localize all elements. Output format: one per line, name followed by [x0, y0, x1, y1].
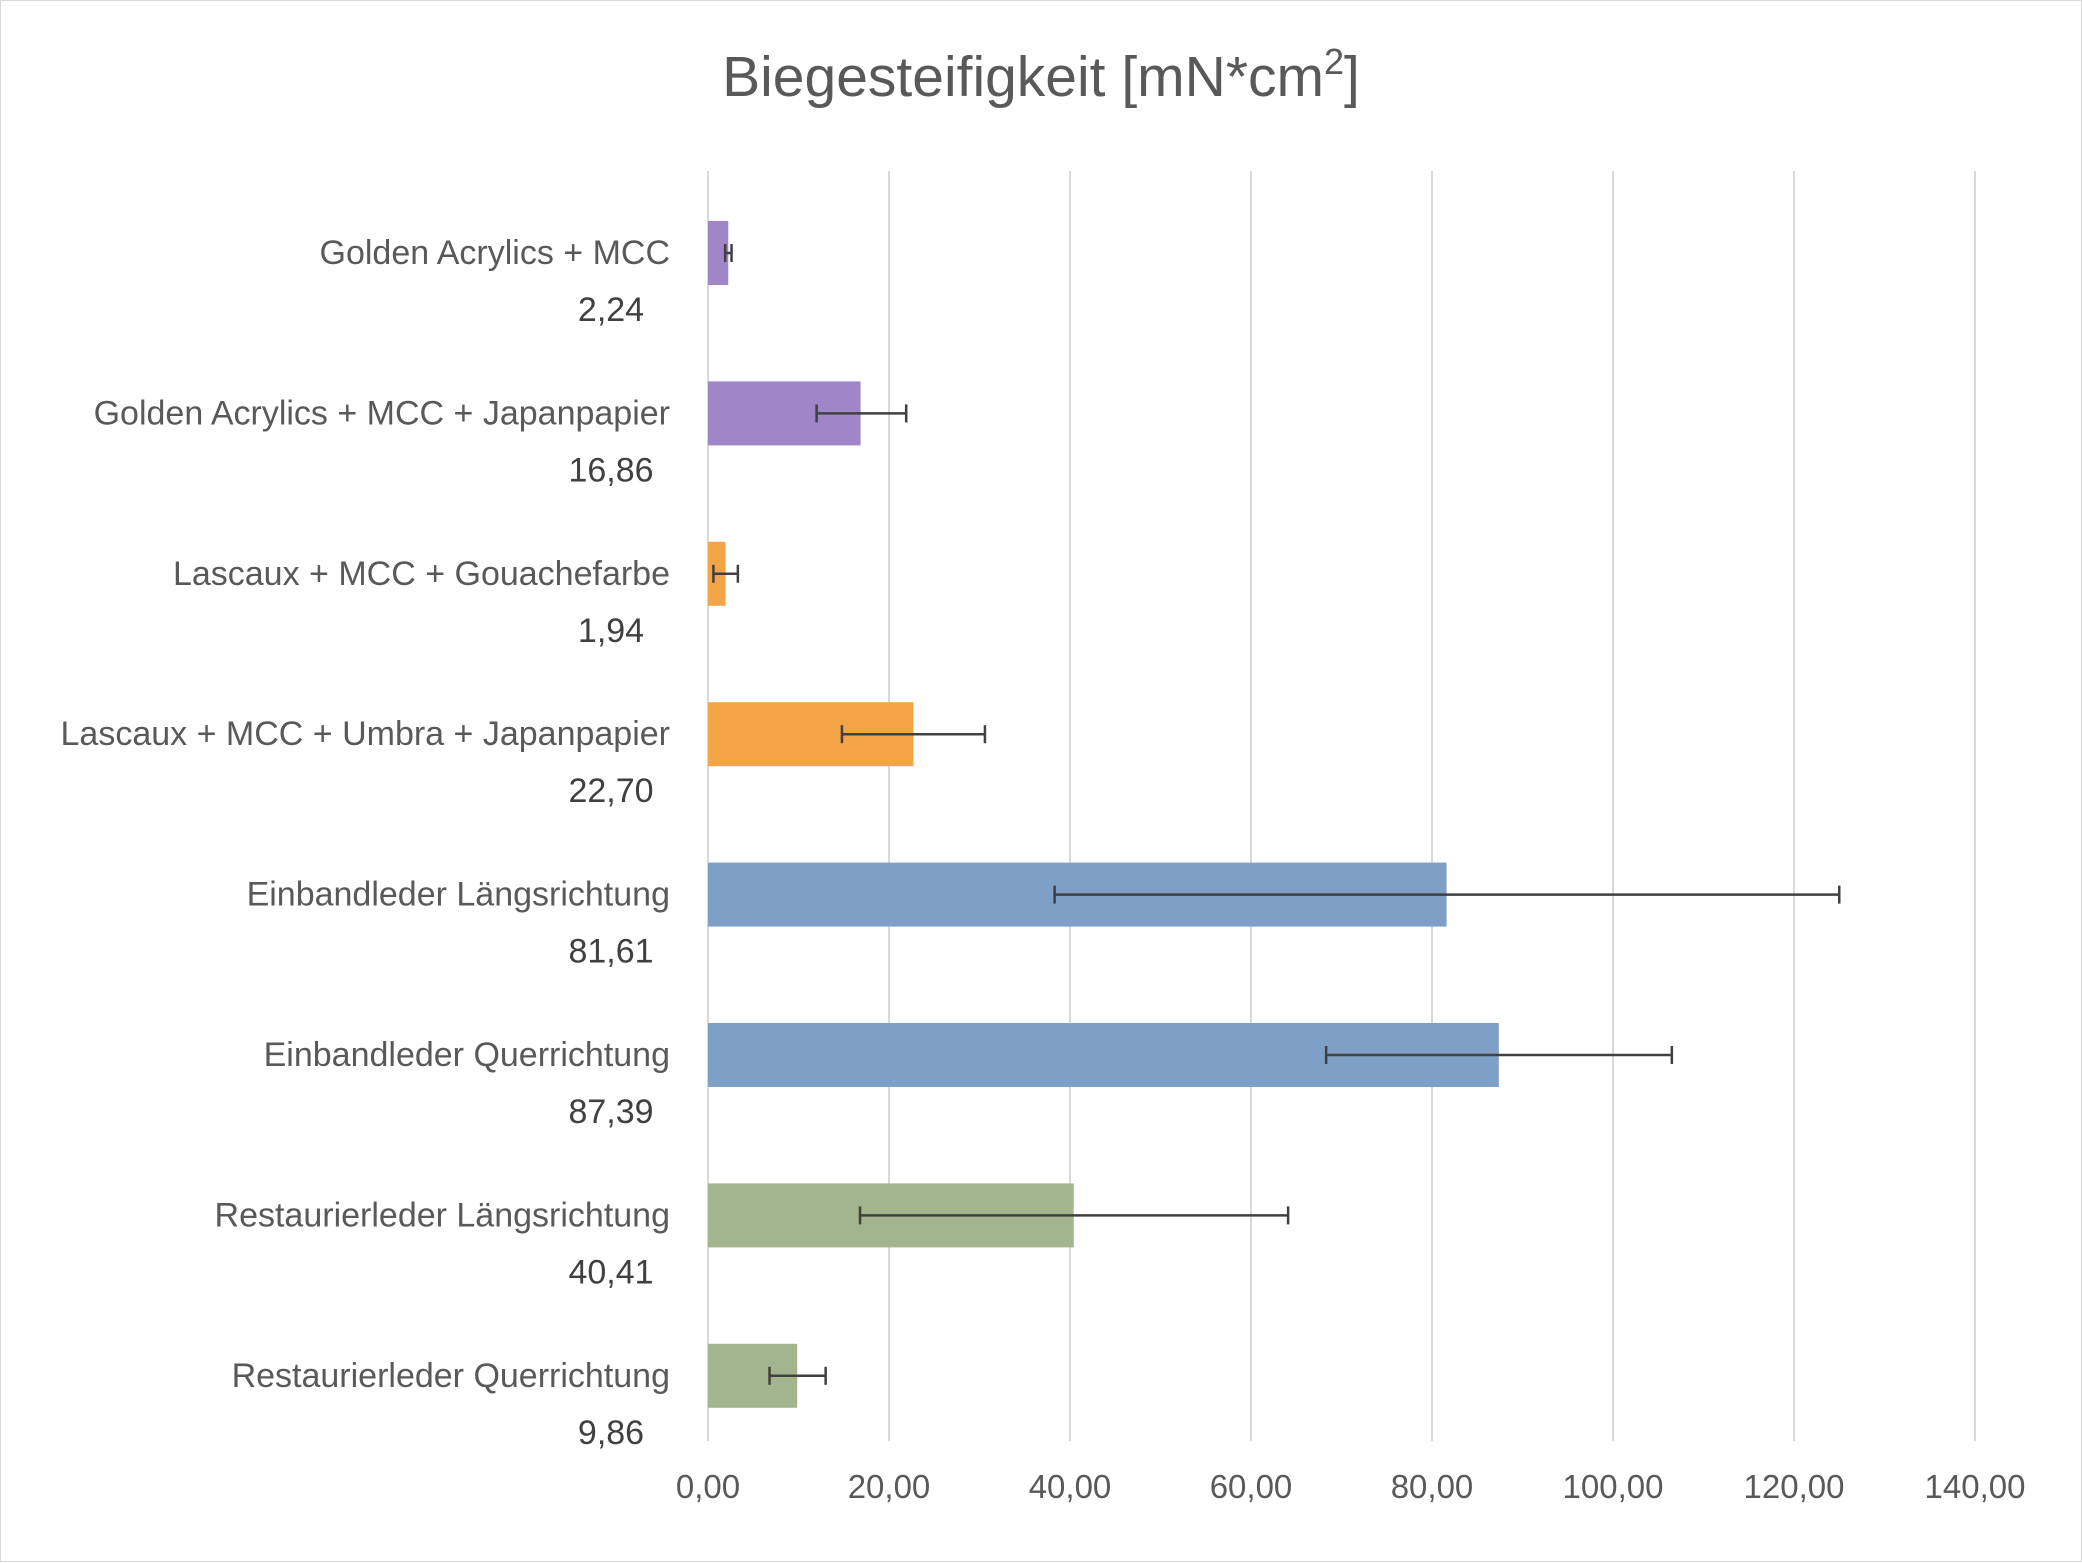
x-tick-label: 80,00 [1391, 1468, 1474, 1505]
x-tick-label: 140,00 [1925, 1468, 2026, 1505]
chart-title-superscript: 2 [1324, 41, 1344, 82]
x-tick-label: 20,00 [848, 1468, 931, 1505]
x-tick-label: 100,00 [1563, 1468, 1664, 1505]
category-label: Einbandleder Längsrichtung [247, 876, 670, 914]
category-label: Golden Acrylics + MCC + Japanpapier [94, 394, 670, 432]
x-axis-ticks: 0,00 20,00 40,00 60,00 80,00 100,00 120,00 140,… [676, 1468, 2026, 1505]
chart-title: Biegesteifigkeit [mN*cm2] [722, 41, 1360, 109]
category-label: Lascaux + MCC + Umbra + Japanpapier [61, 715, 670, 753]
x-tick-label: 0,00 [676, 1468, 740, 1505]
gridlines [707, 171, 1976, 1441]
chart-title-suffix: ] [1344, 45, 1360, 109]
chart-title-main: Biegesteifigkeit [mN*cm [722, 45, 1324, 109]
error-bars [712, 244, 1841, 1385]
data-label: 1,94 [578, 612, 644, 650]
category-label: Restaurierleder Querrichtung [232, 1357, 670, 1395]
data-label: 81,61 [568, 933, 653, 971]
category-label: Einbandleder Querrichtung [264, 1036, 670, 1074]
data-label: 2,24 [578, 291, 644, 329]
labels: Golden Acrylics + MCC 2,24 Golden Acrylics… [61, 234, 670, 1452]
data-label: 87,39 [568, 1093, 653, 1131]
bars [708, 221, 1499, 1408]
data-label: 16,86 [568, 451, 653, 489]
x-tick-label: 40,00 [1029, 1468, 1112, 1505]
x-tick-label: 60,00 [1210, 1468, 1293, 1505]
data-label: 40,41 [568, 1253, 653, 1291]
category-label: Restaurierleder Längsrichtung [215, 1196, 670, 1234]
category-label: Golden Acrylics + MCC [320, 234, 671, 272]
category-label: Lascaux + MCC + Gouachefarbe [173, 555, 670, 593]
data-label: 9,86 [578, 1414, 644, 1452]
data-label: 22,70 [568, 772, 653, 810]
bar [708, 221, 729, 285]
x-tick-label: 120,00 [1744, 1468, 1845, 1505]
